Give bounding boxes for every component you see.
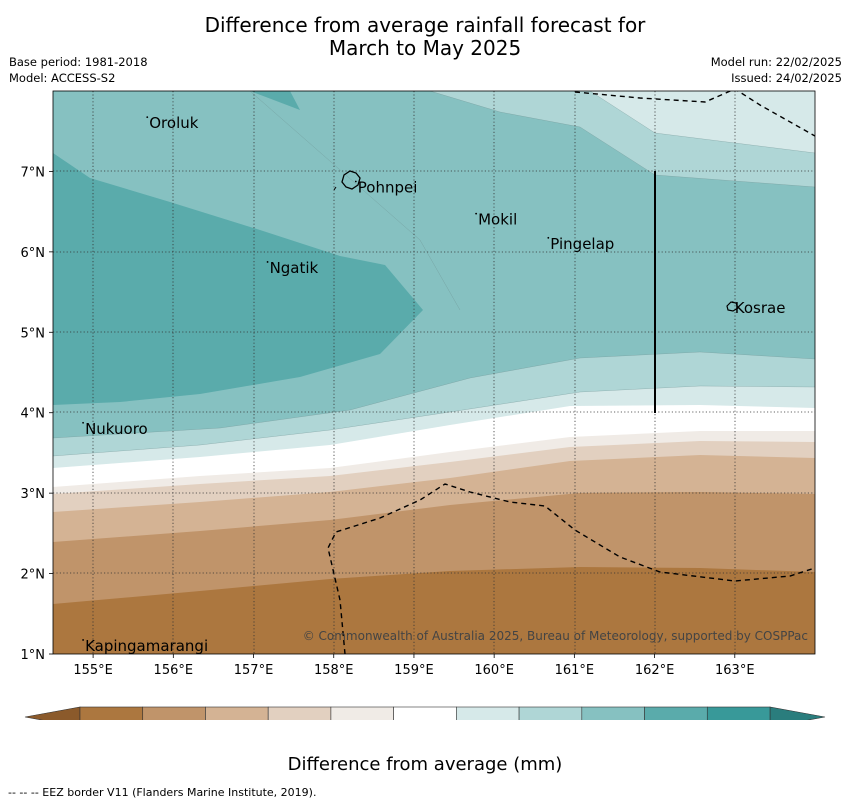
place-marker <box>266 261 269 263</box>
colorbar-swatch <box>330 706 394 720</box>
colorbar-title: Difference from average (mm) <box>287 754 563 775</box>
place-label-ngatik: Ngatik <box>270 259 319 277</box>
colorbar-swatch <box>706 706 771 720</box>
title-line-2: March to May 2025 <box>328 36 522 60</box>
y-tick-label: 6°N <box>21 246 46 261</box>
place-marker <box>146 116 149 119</box>
y-tick-label: 2°N <box>21 568 46 583</box>
meta-left: Base period: 1981-2018 Model: ACCESS-S2 <box>9 54 148 86</box>
colorbar-swatch <box>393 706 457 720</box>
footnote: -- -- -- EEZ border V11 (Flanders Marine… <box>8 786 317 799</box>
y-tick-label: 1°N <box>21 648 46 663</box>
y-tick-label: 4°N <box>21 407 46 422</box>
colorbar-swatch <box>205 706 269 720</box>
gridlines <box>53 91 815 654</box>
place-marker <box>82 421 84 424</box>
colorbar-over-arrow <box>769 706 826 720</box>
pohnpei-island <box>341 170 361 190</box>
x-tick-label: 161°E <box>555 663 595 678</box>
place-label-nukuoro: Nukuoro <box>85 420 148 438</box>
place-marker <box>475 212 478 215</box>
colorbar-swatch <box>142 706 206 720</box>
band-minus200-minus400 <box>53 567 815 654</box>
x-tick-label: 156°E <box>154 663 194 678</box>
kosrae-island <box>726 301 739 312</box>
place-label-kapingamarangi: Kapingamarangi <box>85 637 208 655</box>
ant-atoll-mark <box>333 186 337 191</box>
x-tick-label: 160°E <box>474 663 514 678</box>
map-title: Difference from average rainfall forecas… <box>0 14 850 60</box>
x-tick-label: 163°E <box>715 663 755 678</box>
x-tick-label: 158°E <box>314 663 354 678</box>
title-line-1: Difference from average rainfall forecas… <box>204 13 646 37</box>
place-labels: Oroluk Pohnpei Mokil Pingelap Ngatik Kosrae Nu… <box>82 114 785 655</box>
colorbar-swatch <box>456 706 520 720</box>
y-tick-label: 5°N <box>21 326 46 341</box>
y-tick-label: 7°N <box>21 165 46 180</box>
place-marker <box>547 236 550 239</box>
colorbar-swatch <box>581 706 645 720</box>
base-period: Base period: 1981-2018 <box>9 55 148 69</box>
place-marker <box>354 180 357 183</box>
colorbar-swatch <box>79 706 144 720</box>
copyright-text: © Commonwealth of Australia 2025, Bureau… <box>303 629 808 643</box>
x-tick-label: 155°E <box>73 663 113 678</box>
colorbar-under-arrow <box>24 706 81 720</box>
y-axis-ticks: 7°N 6°N 5°N 4°N 3°N 2°N 1°N <box>21 165 53 663</box>
eez-border <box>327 91 815 654</box>
place-marker <box>82 639 84 641</box>
place-label-mokil: Mokil <box>478 211 517 229</box>
contour-lines <box>53 91 815 457</box>
rainfall-map: Oroluk Pohnpei Mokil Pingelap Ngatik Kosrae Nu… <box>21 90 826 720</box>
band-100-200-east <box>250 91 300 110</box>
y-tick-label: 3°N <box>21 487 46 502</box>
model-run: Model run: 22/02/2025 <box>710 55 842 69</box>
colorbar-swatch <box>644 706 708 720</box>
x-tick-label: 162°E <box>635 663 675 678</box>
issued-date: Issued: 24/02/2025 <box>731 71 842 85</box>
colorbar-swatch <box>267 706 332 720</box>
place-label-pohnpei: Pohnpei <box>358 179 418 197</box>
contour-fields <box>53 91 815 654</box>
place-marker <box>731 301 734 304</box>
x-tick-label: 157°E <box>234 663 274 678</box>
map-frame <box>52 90 816 655</box>
colorbar: -400-200-100-50-25-10102550100200400 <box>24 706 826 720</box>
x-tick-label: 159°E <box>394 663 434 678</box>
meta-right: Model run: 22/02/2025 Issued: 24/02/2025 <box>711 54 842 86</box>
place-label-kosrae: Kosrae <box>735 299 786 317</box>
model-name: Model: ACCESS-S2 <box>9 71 116 85</box>
place-label-oroluk: Oroluk <box>149 114 198 132</box>
place-label-pingelap: Pingelap <box>550 235 614 253</box>
x-axis-ticks: 155°E 156°E 157°E 158°E 159°E 160°E 161°E 162°E… <box>73 654 755 678</box>
colorbar-swatch <box>518 706 583 720</box>
band-100-200 <box>53 153 423 405</box>
